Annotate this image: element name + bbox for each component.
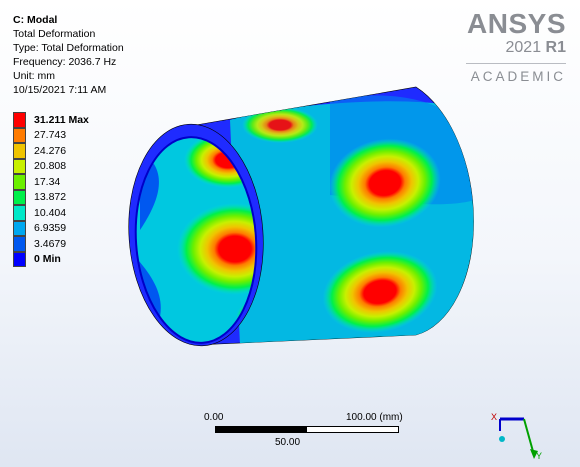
legend-label: 20.808 — [34, 160, 67, 173]
scale-right-label: 100.00 (mm) — [346, 412, 403, 423]
legend-label: 13.872 — [34, 191, 67, 204]
version-release: R1 — [545, 39, 566, 56]
scale-bar-graphic — [215, 426, 399, 433]
result-name: Total Deformation — [13, 28, 96, 40]
legend-row: 3.4679 — [13, 236, 89, 252]
triad-axis-y — [523, 418, 535, 456]
legend-row: 31.211 Max — [13, 112, 89, 128]
legend-swatch — [13, 112, 26, 128]
scale-mid-label: 50.00 — [275, 437, 301, 448]
legend-row: 0 Min — [13, 251, 89, 267]
legend-row: 13.872 — [13, 189, 89, 205]
version-year: 2021 — [505, 39, 542, 56]
legend-swatch — [13, 236, 26, 252]
legend-row: 10.404 — [13, 205, 89, 221]
brand-divider — [466, 63, 566, 64]
scale-bar-light — [307, 427, 398, 432]
legend-swatch — [13, 220, 26, 236]
legend-label: 27.743 — [34, 129, 67, 142]
legend-swatch — [13, 205, 26, 221]
scale-bar: 0.00 100.00 (mm) 50.00 — [204, 412, 404, 462]
triad-origin-dot — [499, 436, 505, 442]
legend-label: 10.404 — [34, 206, 67, 219]
unit-text: Unit: mm — [13, 70, 55, 82]
scale-bar-dark — [216, 427, 307, 432]
legend-swatch — [13, 174, 26, 190]
legend-label: 24.276 — [34, 144, 67, 157]
brand-version: 2021 R1 — [466, 39, 567, 57]
coordinate-triad[interactable]: X Y — [486, 405, 546, 465]
result-info: C: Modal Total Deformation Type: Total D… — [13, 13, 124, 97]
legend-row: 6.9359 — [13, 220, 89, 236]
frequency-text: Frequency: 2036.7 Hz — [13, 56, 117, 68]
legend-label: 31.211 Max — [34, 113, 89, 126]
legend-swatch — [13, 158, 26, 174]
scale-left-label: 0.00 — [204, 412, 224, 423]
triad-y-arrow — [530, 449, 538, 459]
legend-row: 24.276 — [13, 143, 89, 159]
ansys-logo: ANSYS 2021 R1 ACADEMIC — [466, 9, 566, 84]
legend-row: 17.34 — [13, 174, 89, 190]
contour-legend[interactable]: 31.211 Max 27.743 24.276 20.808 17.34 13… — [13, 112, 89, 267]
brand-edition: ACADEMIC — [470, 69, 566, 84]
legend-swatch — [13, 127, 26, 143]
analysis-title: C: Modal — [13, 14, 58, 26]
legend-swatch — [13, 251, 26, 267]
triad-y-label: Y — [536, 451, 542, 461]
legend-row: 27.743 — [13, 127, 89, 143]
legend-row: 20.808 — [13, 158, 89, 174]
triad-x-label: X — [491, 412, 497, 422]
legend-swatch — [13, 189, 26, 205]
legend-label: 6.9359 — [34, 222, 67, 235]
legend-label: 3.4679 — [34, 237, 67, 250]
legend-label: 17.34 — [34, 175, 61, 188]
timestamp-text: 10/15/2021 7:11 AM — [13, 84, 107, 96]
legend-swatch — [13, 143, 26, 159]
legend-label: 0 Min — [34, 253, 61, 266]
result-type: Type: Total Deformation — [13, 42, 124, 54]
brand-name: ANSYS — [467, 8, 566, 39]
